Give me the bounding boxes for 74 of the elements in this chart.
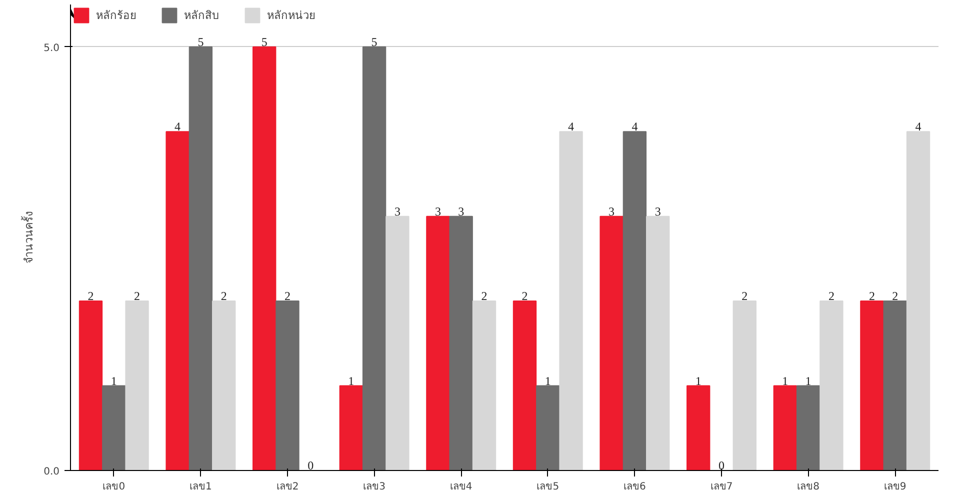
bar xyxy=(732,300,756,470)
bar xyxy=(125,300,149,470)
data-label: 4 xyxy=(632,120,638,134)
legend-label: หลักหน่วย xyxy=(267,8,315,24)
data-label: 1 xyxy=(805,374,812,388)
x-tick-label: เลข4 xyxy=(450,482,472,492)
data-label: 3 xyxy=(394,204,400,218)
data-label: 2 xyxy=(828,289,834,304)
bar xyxy=(386,216,410,470)
bar xyxy=(166,131,190,470)
bar xyxy=(796,385,820,470)
x-tick-label: เลข8 xyxy=(797,482,820,492)
data-label: 5 xyxy=(371,34,378,49)
data-label: 0 xyxy=(718,458,724,472)
bar xyxy=(78,300,103,470)
bar xyxy=(472,300,496,470)
data-label: 5 xyxy=(198,34,204,49)
data-label: 1 xyxy=(110,374,117,388)
data-label: 2 xyxy=(868,289,875,304)
legend-label: หลักสิบ xyxy=(184,8,219,24)
y-axis-title: จำนวนครั้ง xyxy=(20,212,36,264)
bar xyxy=(426,216,450,470)
data-label: 3 xyxy=(608,204,615,218)
data-label: 4 xyxy=(174,120,181,134)
data-label: 2 xyxy=(892,289,898,304)
data-label: 1 xyxy=(782,374,788,388)
bar xyxy=(212,300,236,470)
bar xyxy=(102,385,126,470)
data-label: 4 xyxy=(568,120,574,134)
data-label: 2 xyxy=(522,289,528,304)
bar xyxy=(276,300,300,470)
bar xyxy=(860,300,884,470)
data-label: 4 xyxy=(915,120,922,134)
x-tick-label: เลข6 xyxy=(624,482,646,492)
x-tick-label: เลข9 xyxy=(884,482,906,492)
data-label: 2 xyxy=(481,289,488,304)
data-label: 3 xyxy=(434,204,441,218)
data-label: 2 xyxy=(742,289,748,304)
bar xyxy=(252,46,276,470)
data-label: 0 xyxy=(308,458,314,472)
bar xyxy=(686,385,710,470)
bar xyxy=(646,216,670,470)
bar xyxy=(600,216,624,470)
data-label: 1 xyxy=(544,374,551,388)
x-tick-label: เลข5 xyxy=(536,482,560,492)
x-tick-label: เลข2 xyxy=(276,482,299,492)
x-tick-label: เลข0 xyxy=(102,482,126,492)
data-label: 1 xyxy=(348,374,354,388)
data-label: 2 xyxy=(134,289,140,304)
bar xyxy=(906,131,930,470)
bar xyxy=(362,46,386,470)
bar xyxy=(773,385,797,470)
bar xyxy=(883,300,907,470)
bar xyxy=(536,385,560,470)
y-tick-label: 0.0 xyxy=(44,466,60,478)
x-tick-label: เลข7 xyxy=(710,482,733,492)
y-tick-label: 5.0 xyxy=(44,42,60,54)
data-label: 3 xyxy=(654,204,661,218)
data-label: 2 xyxy=(220,289,227,304)
data-label: 2 xyxy=(88,289,94,304)
bar xyxy=(512,300,537,470)
data-label: 5 xyxy=(261,34,268,49)
x-tick-label: เลข3 xyxy=(363,482,386,492)
bar xyxy=(188,46,213,470)
bar xyxy=(622,131,647,470)
bar xyxy=(449,216,473,470)
data-label: 1 xyxy=(695,374,702,388)
bar xyxy=(559,131,583,470)
legend-label: หลักร้อย xyxy=(96,8,136,24)
data-label: 2 xyxy=(284,289,290,304)
bar xyxy=(339,385,363,470)
data-label: 3 xyxy=(458,204,464,218)
bar xyxy=(820,300,844,470)
x-tick-label: เลข1 xyxy=(190,482,212,492)
